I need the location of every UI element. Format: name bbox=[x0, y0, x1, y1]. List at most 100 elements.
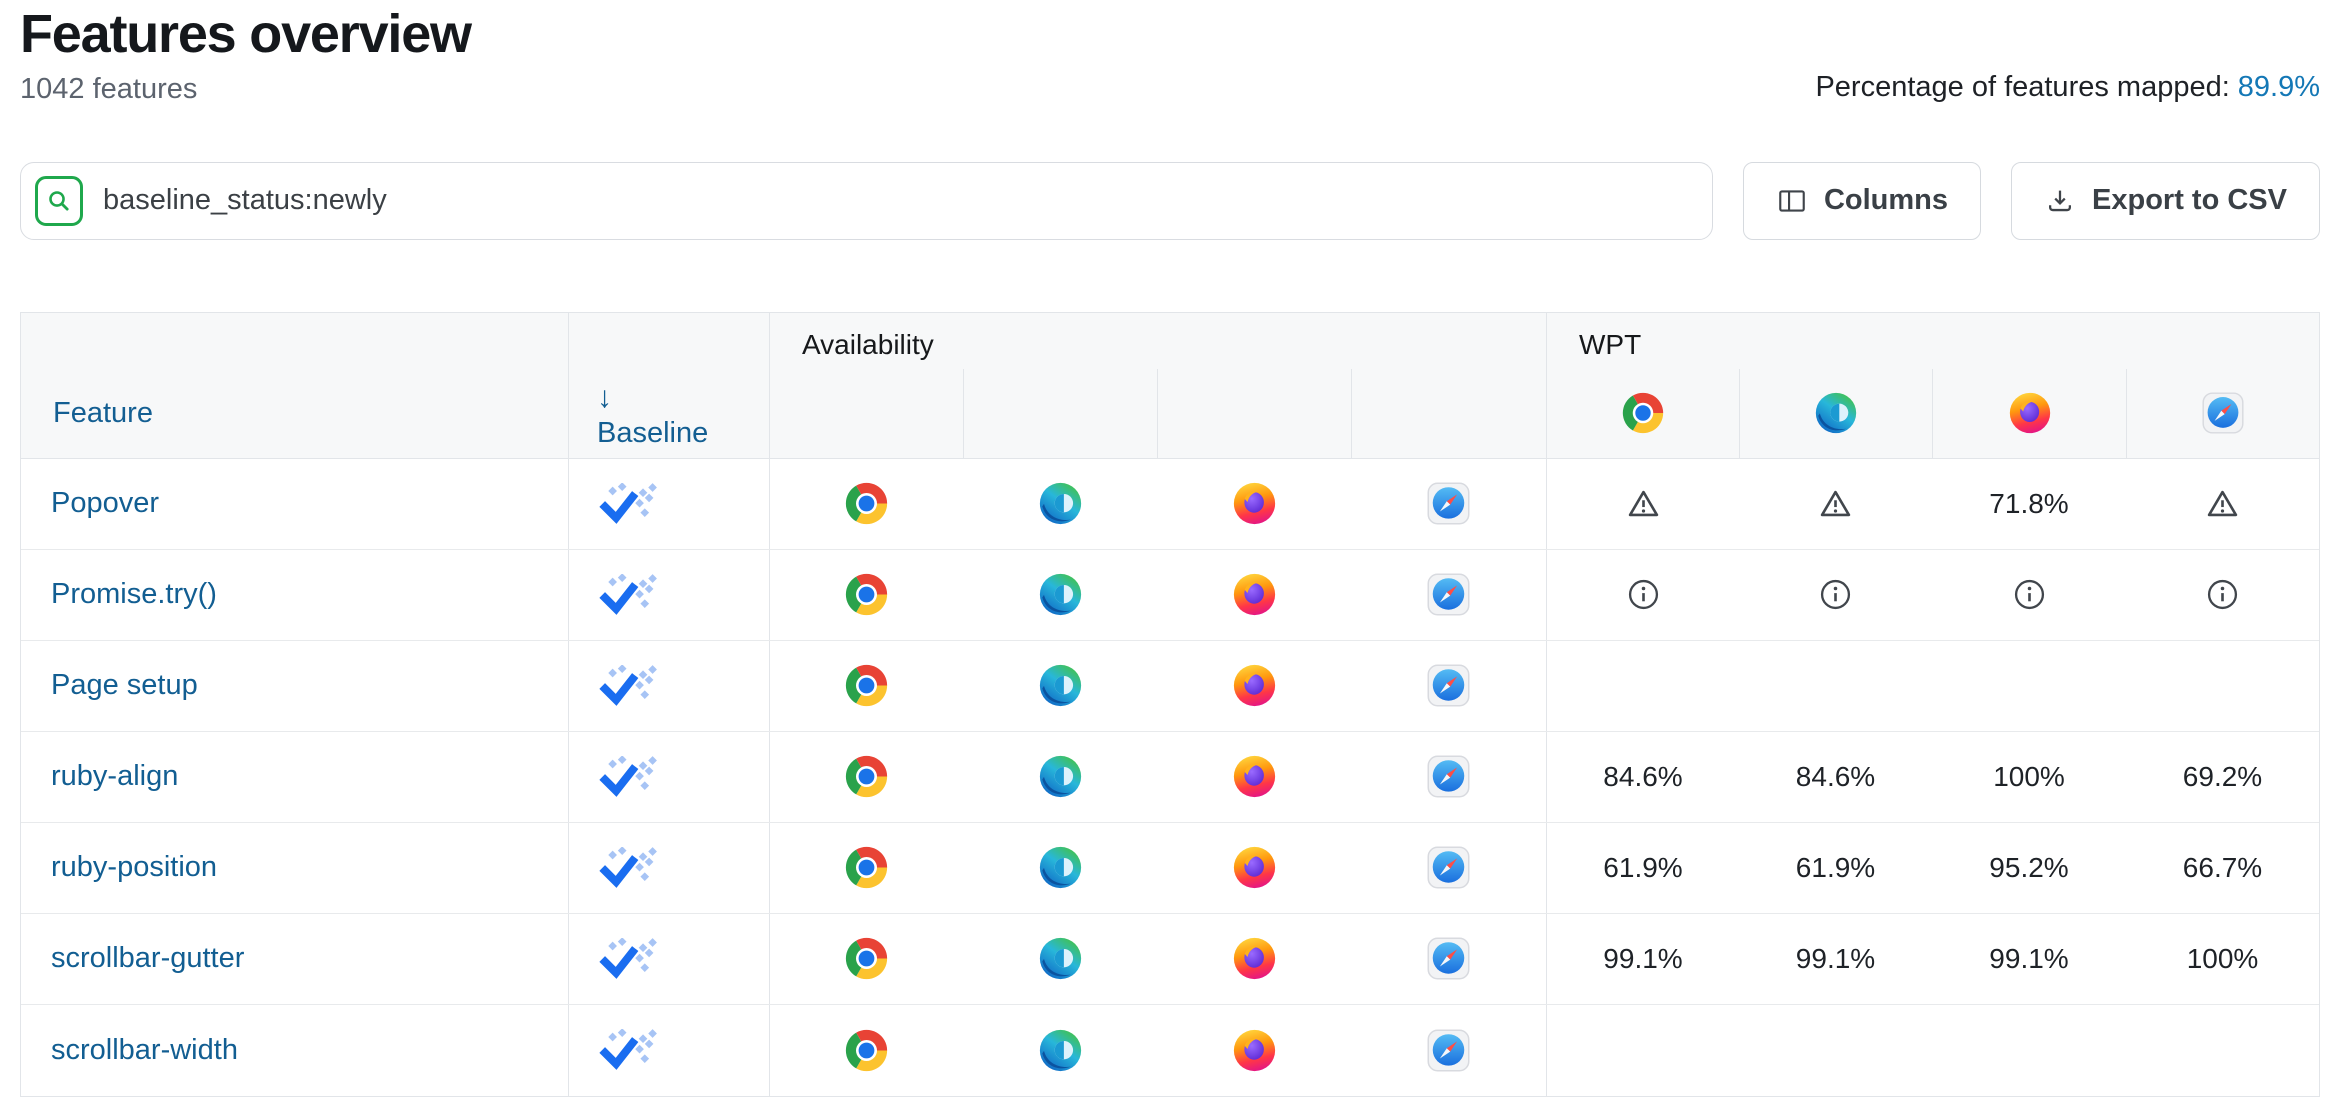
search-box[interactable] bbox=[20, 161, 1713, 240]
availability-cell bbox=[1351, 914, 1546, 1004]
wpt-cell bbox=[1546, 1004, 1739, 1096]
warning-icon[interactable] bbox=[1625, 485, 1662, 522]
availability-cell bbox=[963, 823, 1157, 913]
export-csv-button[interactable]: Export to CSV bbox=[2011, 161, 2320, 240]
mapped-label: Percentage of features mapped: bbox=[1815, 70, 2230, 103]
wpt-cell bbox=[1739, 550, 1932, 640]
baseline-column-header: ↓ Baseline bbox=[568, 312, 769, 458]
feature-link[interactable]: Page setup bbox=[51, 669, 198, 702]
mapped-stat: Percentage of features mapped: 89.9% bbox=[1815, 71, 2320, 106]
wpt-cell bbox=[1739, 641, 1932, 731]
availability-group-header: Availability bbox=[769, 312, 1546, 369]
wpt-cell: 99.1% bbox=[1739, 914, 1932, 1004]
availability-cell bbox=[963, 550, 1157, 640]
download-icon bbox=[2044, 185, 2076, 217]
feature-link[interactable]: Popover bbox=[51, 487, 160, 520]
info-icon[interactable] bbox=[1817, 576, 1854, 613]
search-input[interactable] bbox=[83, 162, 1712, 239]
wpt-score: 84.6% bbox=[1795, 760, 1876, 792]
availability-subheader-cell bbox=[1157, 368, 1351, 458]
feature-cell: Page setup bbox=[21, 641, 568, 731]
table-row: ruby-position 61.9% 61.9% 95.2% 66.7% bbox=[21, 822, 2319, 914]
info-icon[interactable] bbox=[2011, 576, 2048, 613]
feature-link[interactable]: scrollbar-gutter bbox=[51, 942, 245, 975]
wpt-score: 95.2% bbox=[1989, 851, 2069, 883]
firefox-icon bbox=[1232, 572, 1277, 617]
wpt-score: 61.9% bbox=[1795, 851, 1876, 883]
columns-button[interactable]: Columns bbox=[1742, 161, 1982, 240]
availability-subheader-cell bbox=[769, 368, 963, 458]
table-body: Popover 71.8% Promise.try() Page setup ruby-… bbox=[21, 458, 2319, 1096]
feature-count: 1042 features bbox=[20, 72, 198, 105]
feature-cell: Popover bbox=[21, 459, 568, 549]
edge-icon bbox=[1038, 663, 1083, 708]
availability-cell bbox=[1351, 823, 1546, 913]
chrome-icon bbox=[844, 481, 889, 526]
wpt-cell bbox=[1739, 459, 1932, 549]
wpt-cell: 99.1% bbox=[1546, 913, 1739, 1004]
firefox-icon bbox=[1232, 754, 1277, 799]
wpt-cell bbox=[1932, 641, 2126, 731]
edge-icon bbox=[1038, 845, 1083, 890]
availability-cell bbox=[1351, 459, 1546, 549]
features-table: Feature ↓ Baseline Availability WPT Popo… bbox=[20, 311, 2320, 1097]
wpt-cell: 100% bbox=[2126, 914, 2319, 1004]
wpt-cell: 69.2% bbox=[2126, 732, 2319, 822]
search-icon bbox=[35, 175, 83, 226]
feature-cell: scrollbar-width bbox=[21, 1005, 568, 1096]
wpt-subheader-cell bbox=[1546, 368, 1739, 458]
feature-link[interactable]: scrollbar-width bbox=[51, 1033, 238, 1066]
feature-link[interactable]: ruby-align bbox=[51, 760, 179, 793]
availability-cell bbox=[769, 1004, 963, 1096]
wpt-cell: 71.8% bbox=[1932, 459, 2126, 549]
page-title: Features overview bbox=[20, 4, 472, 64]
table-row: ruby-align 84.6% 84.6% 100% 69.2% bbox=[21, 731, 2319, 823]
baseline-newly-icon bbox=[597, 938, 663, 980]
safari-icon bbox=[1426, 845, 1471, 890]
wpt-score: 84.6% bbox=[1603, 760, 1683, 792]
wpt-cell bbox=[2126, 550, 2319, 640]
baseline-status-cell bbox=[568, 640, 769, 731]
availability-cell bbox=[963, 1005, 1157, 1096]
table-row: Promise.try() bbox=[21, 549, 2319, 641]
feature-link[interactable]: ruby-position bbox=[51, 851, 218, 884]
baseline-status-cell bbox=[568, 913, 769, 1004]
availability-cell bbox=[1157, 550, 1351, 640]
availability-cell bbox=[1157, 823, 1351, 913]
availability-cell bbox=[1157, 732, 1351, 822]
wpt-score: 61.9% bbox=[1603, 851, 1683, 883]
wpt-cell: 95.2% bbox=[1932, 823, 2126, 913]
availability-subheader-cell bbox=[1351, 368, 1546, 458]
baseline-sort-link[interactable]: ↓ Baseline bbox=[597, 379, 769, 450]
wpt-score: 69.2% bbox=[2182, 760, 2263, 792]
wpt-cell: 66.7% bbox=[2126, 823, 2319, 913]
availability-cell bbox=[1157, 914, 1351, 1004]
baseline-newly-icon bbox=[597, 665, 663, 707]
warning-icon[interactable] bbox=[2204, 485, 2241, 522]
firefox-icon bbox=[1232, 663, 1277, 708]
mapped-percentage-link[interactable]: 89.9% bbox=[2237, 70, 2320, 103]
warning-icon[interactable] bbox=[1817, 485, 1854, 522]
info-icon[interactable] bbox=[1625, 576, 1662, 613]
info-icon[interactable] bbox=[2204, 576, 2241, 613]
availability-cell bbox=[769, 640, 963, 731]
availability-cell bbox=[963, 914, 1157, 1004]
baseline-newly-icon bbox=[597, 847, 663, 889]
feature-sort-link[interactable]: Feature bbox=[53, 396, 153, 429]
wpt-score: 99.1% bbox=[1989, 942, 2069, 974]
wpt-cell bbox=[1546, 458, 1739, 549]
page-header-left: Features overview 1042 features bbox=[20, 4, 472, 106]
chrome-icon bbox=[844, 936, 889, 981]
feature-link[interactable]: Promise.try() bbox=[51, 578, 217, 611]
baseline-status-cell bbox=[568, 458, 769, 549]
availability-cell bbox=[769, 549, 963, 640]
table-row: Popover 71.8% bbox=[21, 458, 2319, 550]
availability-subheader-cell bbox=[963, 368, 1157, 458]
wpt-cell bbox=[1739, 1005, 1932, 1096]
export-button-label: Export to CSV bbox=[2092, 184, 2287, 217]
feature-cell: ruby-align bbox=[21, 732, 568, 822]
columns-icon bbox=[1776, 185, 1808, 217]
wpt-score: 100% bbox=[2186, 942, 2259, 974]
firefox-icon bbox=[2008, 391, 2052, 435]
features-overview-page: Features overview 1042 features Percenta… bbox=[20, 4, 2320, 1097]
